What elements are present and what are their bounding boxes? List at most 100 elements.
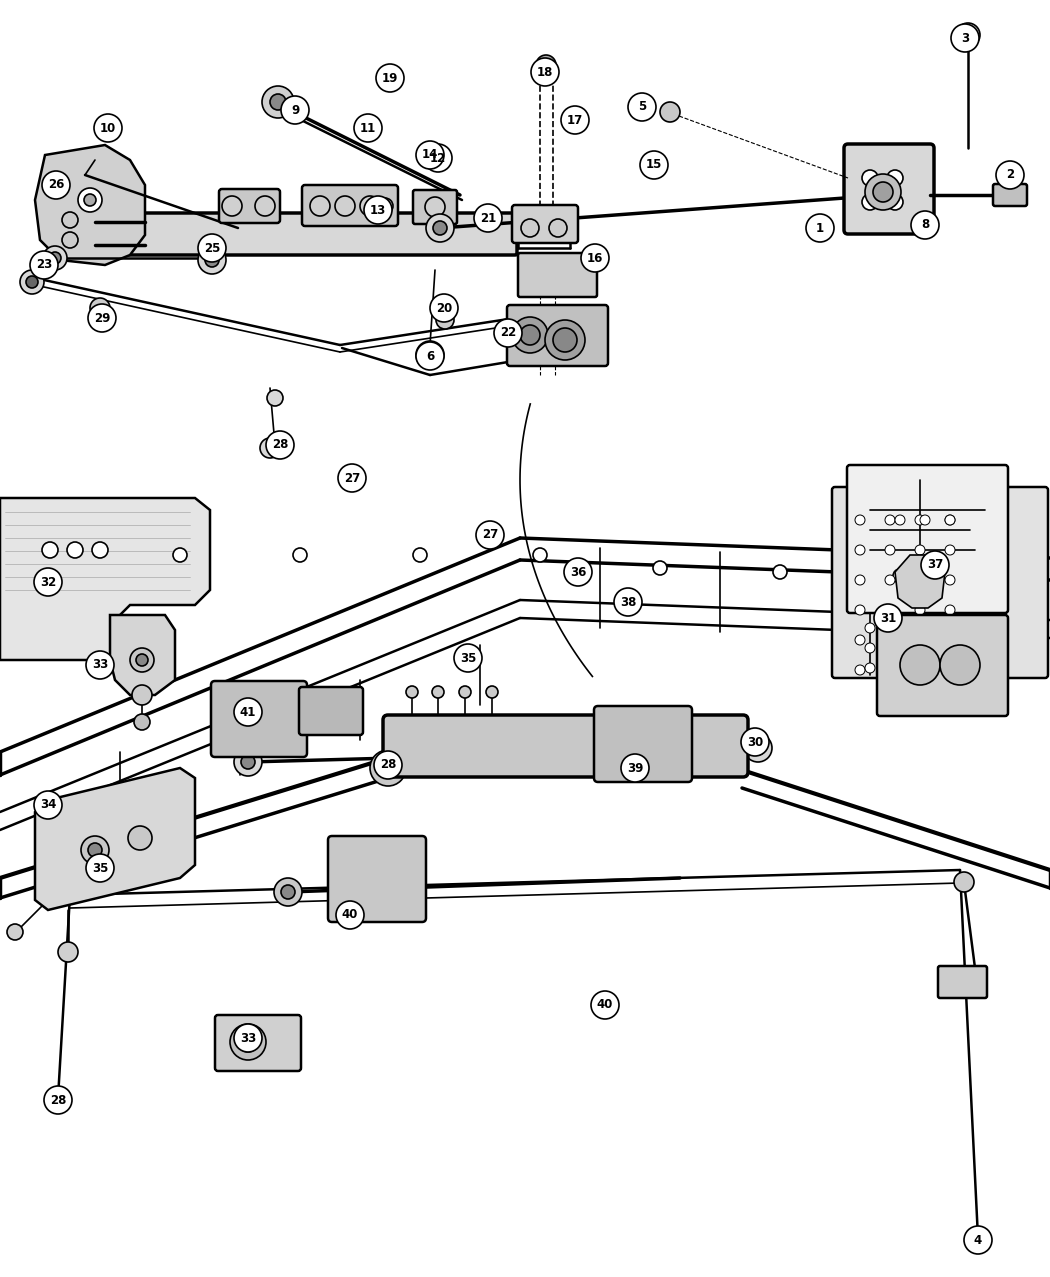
Circle shape (940, 644, 950, 653)
Text: 37: 37 (927, 558, 943, 572)
Text: 15: 15 (646, 158, 663, 171)
Circle shape (242, 755, 255, 769)
FancyBboxPatch shape (847, 465, 1008, 613)
Text: 35: 35 (460, 651, 477, 664)
Circle shape (865, 623, 875, 633)
Circle shape (223, 696, 267, 739)
Circle shape (915, 545, 925, 555)
Text: 39: 39 (627, 761, 644, 774)
Text: 1: 1 (816, 221, 824, 235)
Circle shape (336, 902, 364, 928)
Circle shape (591, 991, 620, 1019)
Circle shape (361, 843, 375, 857)
Circle shape (374, 751, 402, 779)
Circle shape (660, 102, 680, 123)
Circle shape (806, 215, 834, 243)
Circle shape (86, 854, 114, 882)
Circle shape (81, 836, 109, 865)
Circle shape (744, 734, 772, 762)
Circle shape (281, 885, 295, 899)
Circle shape (370, 750, 406, 787)
Text: 28: 28 (272, 438, 288, 452)
Text: 29: 29 (93, 312, 110, 324)
Circle shape (94, 114, 122, 142)
Text: 33: 33 (92, 659, 108, 672)
Circle shape (88, 304, 116, 332)
Circle shape (862, 170, 878, 186)
Circle shape (293, 548, 307, 562)
Text: 30: 30 (747, 736, 763, 748)
Circle shape (436, 312, 454, 329)
FancyBboxPatch shape (328, 836, 426, 922)
Circle shape (432, 686, 444, 699)
FancyBboxPatch shape (507, 305, 608, 366)
Circle shape (855, 515, 865, 525)
Circle shape (423, 349, 437, 361)
FancyBboxPatch shape (211, 681, 307, 757)
Circle shape (92, 541, 108, 558)
Circle shape (945, 515, 956, 525)
Circle shape (915, 515, 925, 525)
Circle shape (954, 872, 974, 893)
Circle shape (335, 195, 355, 216)
Circle shape (42, 541, 58, 558)
Circle shape (266, 432, 294, 458)
Circle shape (130, 647, 154, 672)
Circle shape (234, 699, 262, 727)
Circle shape (895, 515, 905, 525)
Circle shape (376, 64, 404, 92)
Circle shape (945, 545, 956, 555)
Circle shape (965, 644, 975, 653)
Circle shape (363, 866, 387, 890)
Text: 17: 17 (567, 114, 583, 126)
Circle shape (494, 319, 522, 347)
Circle shape (945, 665, 956, 676)
Circle shape (905, 564, 934, 595)
Text: 34: 34 (40, 798, 57, 811)
Circle shape (553, 328, 578, 352)
Text: 21: 21 (480, 212, 496, 225)
Circle shape (915, 605, 925, 616)
Circle shape (353, 856, 397, 900)
Circle shape (222, 195, 242, 216)
Circle shape (234, 1024, 262, 1052)
Circle shape (885, 665, 895, 676)
Circle shape (911, 211, 939, 239)
FancyBboxPatch shape (938, 965, 987, 999)
Text: 40: 40 (342, 908, 358, 922)
Circle shape (309, 696, 341, 728)
Circle shape (44, 1085, 72, 1114)
Circle shape (134, 714, 150, 730)
Polygon shape (895, 555, 945, 608)
Circle shape (940, 663, 950, 673)
Circle shape (865, 644, 875, 653)
Text: 31: 31 (880, 612, 896, 624)
Text: 20: 20 (436, 301, 453, 314)
Circle shape (751, 741, 765, 755)
Circle shape (972, 1234, 984, 1246)
Circle shape (433, 221, 447, 235)
Text: 10: 10 (100, 121, 117, 134)
Circle shape (20, 269, 44, 294)
Circle shape (915, 623, 925, 633)
Circle shape (996, 161, 1024, 189)
Circle shape (426, 215, 454, 243)
Circle shape (645, 727, 675, 757)
Circle shape (261, 704, 289, 732)
Text: 32: 32 (40, 576, 56, 589)
Circle shape (7, 925, 23, 940)
Circle shape (536, 55, 556, 75)
Circle shape (84, 194, 96, 206)
Text: 4: 4 (974, 1234, 982, 1246)
Text: 25: 25 (204, 241, 220, 254)
FancyBboxPatch shape (299, 687, 363, 736)
Circle shape (890, 663, 900, 673)
Circle shape (381, 843, 395, 857)
FancyBboxPatch shape (844, 144, 934, 234)
Circle shape (653, 561, 667, 575)
FancyBboxPatch shape (518, 253, 597, 298)
Text: 22: 22 (500, 327, 517, 340)
Text: 8: 8 (921, 218, 929, 231)
Text: 38: 38 (620, 595, 636, 609)
Circle shape (343, 843, 357, 857)
